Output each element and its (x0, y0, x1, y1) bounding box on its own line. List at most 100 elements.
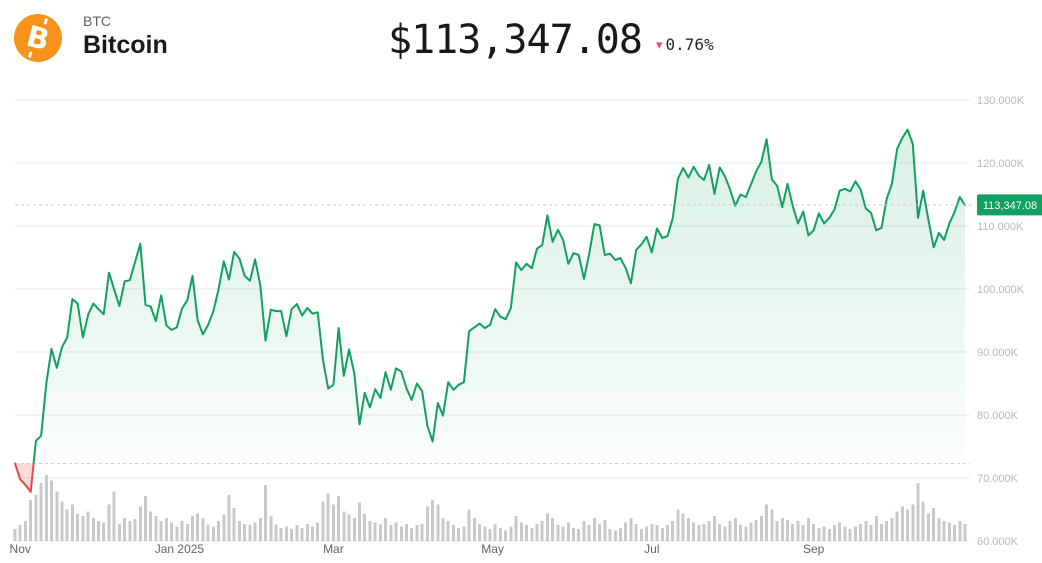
volume-bar (618, 527, 622, 541)
volume-bar (723, 526, 727, 541)
volume-bar (942, 521, 946, 541)
volume-bar (712, 515, 716, 541)
volume-bar (363, 513, 367, 541)
volume-bar (613, 530, 617, 541)
volume-bar (681, 513, 685, 541)
volume-bar (801, 525, 805, 541)
volume-bar (906, 509, 910, 541)
volume-bar (665, 525, 669, 541)
volume-bar (488, 529, 492, 541)
y-axis-label: 100.000K (977, 284, 1025, 296)
volume-bar (368, 521, 372, 541)
volume-bar (660, 527, 664, 541)
volume-bar (164, 517, 168, 541)
volume-bar (655, 525, 659, 541)
volume-bar (70, 504, 74, 541)
volume-bar (60, 501, 64, 541)
volume-bar (692, 522, 696, 541)
volume-bar (34, 494, 38, 541)
volume-bar (149, 511, 153, 541)
volume-bar (645, 526, 649, 541)
volume-bar (869, 525, 873, 541)
volume-bar (347, 514, 351, 541)
volume-bar (279, 527, 283, 541)
volume-bar (394, 522, 398, 541)
volume-bar (733, 517, 737, 541)
volume-bar (290, 529, 294, 541)
coin-name: Bitcoin (83, 31, 168, 59)
volume-bar (472, 517, 476, 541)
volume-bar (833, 525, 837, 541)
y-axis-label: 130.000K (977, 95, 1025, 107)
volume-bar (425, 506, 429, 541)
volume-bar (326, 493, 330, 541)
price-line-green (14, 128, 966, 464)
volume-bar (827, 529, 831, 541)
volume-bar (284, 526, 288, 541)
volume-bar (587, 525, 591, 541)
volume-bar (911, 504, 915, 541)
volume-bar (859, 523, 863, 541)
volume-bar (540, 521, 544, 541)
volume-bar (352, 517, 356, 541)
y-axis-label: 70.000K (977, 473, 1019, 485)
volume-bar (926, 513, 930, 541)
volume-bar (65, 509, 69, 541)
y-axis-label: 60.000K (977, 536, 1019, 548)
volume-bar (535, 523, 539, 541)
volume-bar (138, 506, 142, 541)
volume-bar (112, 491, 116, 541)
volume-bar (227, 494, 231, 541)
volume-bar (895, 511, 899, 541)
volume-bar (634, 523, 638, 541)
volume-bar (117, 523, 121, 541)
volume-bar (201, 517, 205, 541)
volume-bar (222, 514, 226, 541)
change-percent: 0.76% (665, 35, 714, 54)
volume-bar (467, 509, 471, 541)
volume-bar (822, 526, 826, 541)
volume-bars (13, 475, 967, 541)
volume-bar (786, 519, 790, 541)
volume-bar (874, 515, 878, 541)
change-down-icon: ▾ (656, 37, 663, 52)
volume-bar (446, 521, 450, 541)
volume-bar (269, 515, 273, 541)
volume-bar (791, 523, 795, 541)
volume-bar (420, 523, 424, 541)
volume-bar (107, 504, 111, 541)
volume-bar (671, 521, 675, 541)
volume-bar (243, 523, 247, 541)
volume-bar (624, 522, 628, 541)
coin-symbol: BTC (83, 13, 111, 29)
volume-bar (91, 517, 95, 541)
volume-bar (864, 521, 868, 541)
volume-bar (457, 527, 461, 541)
volume-bar (483, 526, 487, 541)
volume-bar (211, 526, 215, 541)
y-axis-label: 120.000K (977, 158, 1025, 170)
volume-bar (853, 526, 857, 541)
x-axis-label: Sep (803, 542, 825, 556)
volume-bar (577, 529, 581, 541)
volume-bar (686, 517, 690, 541)
volume-bar (900, 506, 904, 541)
volume-bar (963, 523, 967, 541)
volume-bar (258, 517, 262, 541)
volume-bar (639, 529, 643, 541)
volume-bar (759, 515, 763, 541)
volume-bar (18, 525, 22, 541)
volume-bar (650, 523, 654, 541)
volume-bar (404, 523, 408, 541)
bitcoin-logo: B (14, 14, 62, 62)
volume-bar (608, 529, 612, 541)
volume-bar (264, 484, 268, 541)
volume-bar (707, 521, 711, 541)
volume-bar (316, 522, 320, 541)
volume-bar (817, 527, 821, 541)
volume-bar (29, 500, 33, 541)
x-axis-label: Jul (644, 542, 659, 556)
volume-bar (97, 521, 101, 541)
volume-bar (697, 525, 701, 541)
